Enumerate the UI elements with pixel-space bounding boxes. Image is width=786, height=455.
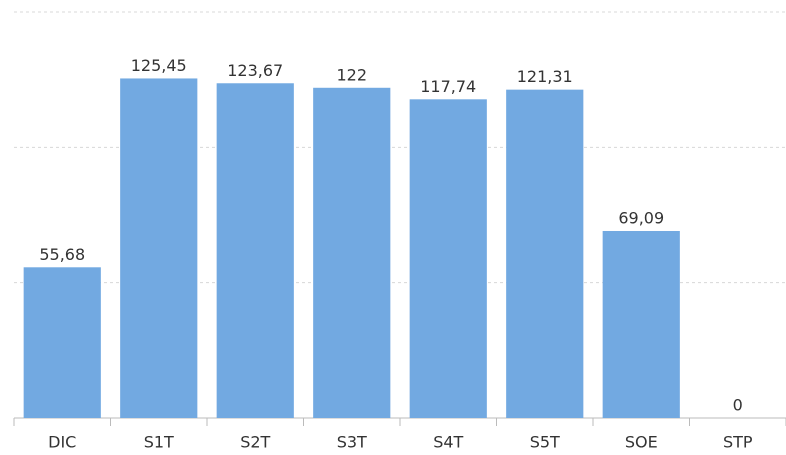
bar: [506, 89, 584, 418]
data-label: 123,67: [227, 61, 283, 80]
bar: [23, 267, 101, 418]
data-label: 122: [336, 65, 367, 84]
bar: [602, 230, 680, 418]
x-tick-label: S2T: [240, 433, 270, 452]
data-label: 69,09: [618, 208, 664, 227]
x-tick-label: SOE: [625, 433, 658, 452]
data-label: 55,68: [39, 245, 85, 264]
data-label: 117,74: [420, 77, 476, 96]
x-tick-label: S3T: [337, 433, 367, 452]
x-tick-label: S4T: [433, 433, 463, 452]
x-tick-label: S5T: [530, 433, 560, 452]
bar: [216, 83, 294, 418]
data-label: 121,31: [517, 67, 573, 86]
x-tick-label: DIC: [48, 433, 76, 452]
bar: [313, 87, 391, 418]
x-tick-label: STP: [723, 433, 753, 452]
bar: [120, 78, 198, 418]
x-tick-label: S1T: [144, 433, 174, 452]
data-label: 0: [733, 396, 743, 415]
data-label: 125,45: [131, 56, 187, 75]
bar: [409, 99, 487, 418]
